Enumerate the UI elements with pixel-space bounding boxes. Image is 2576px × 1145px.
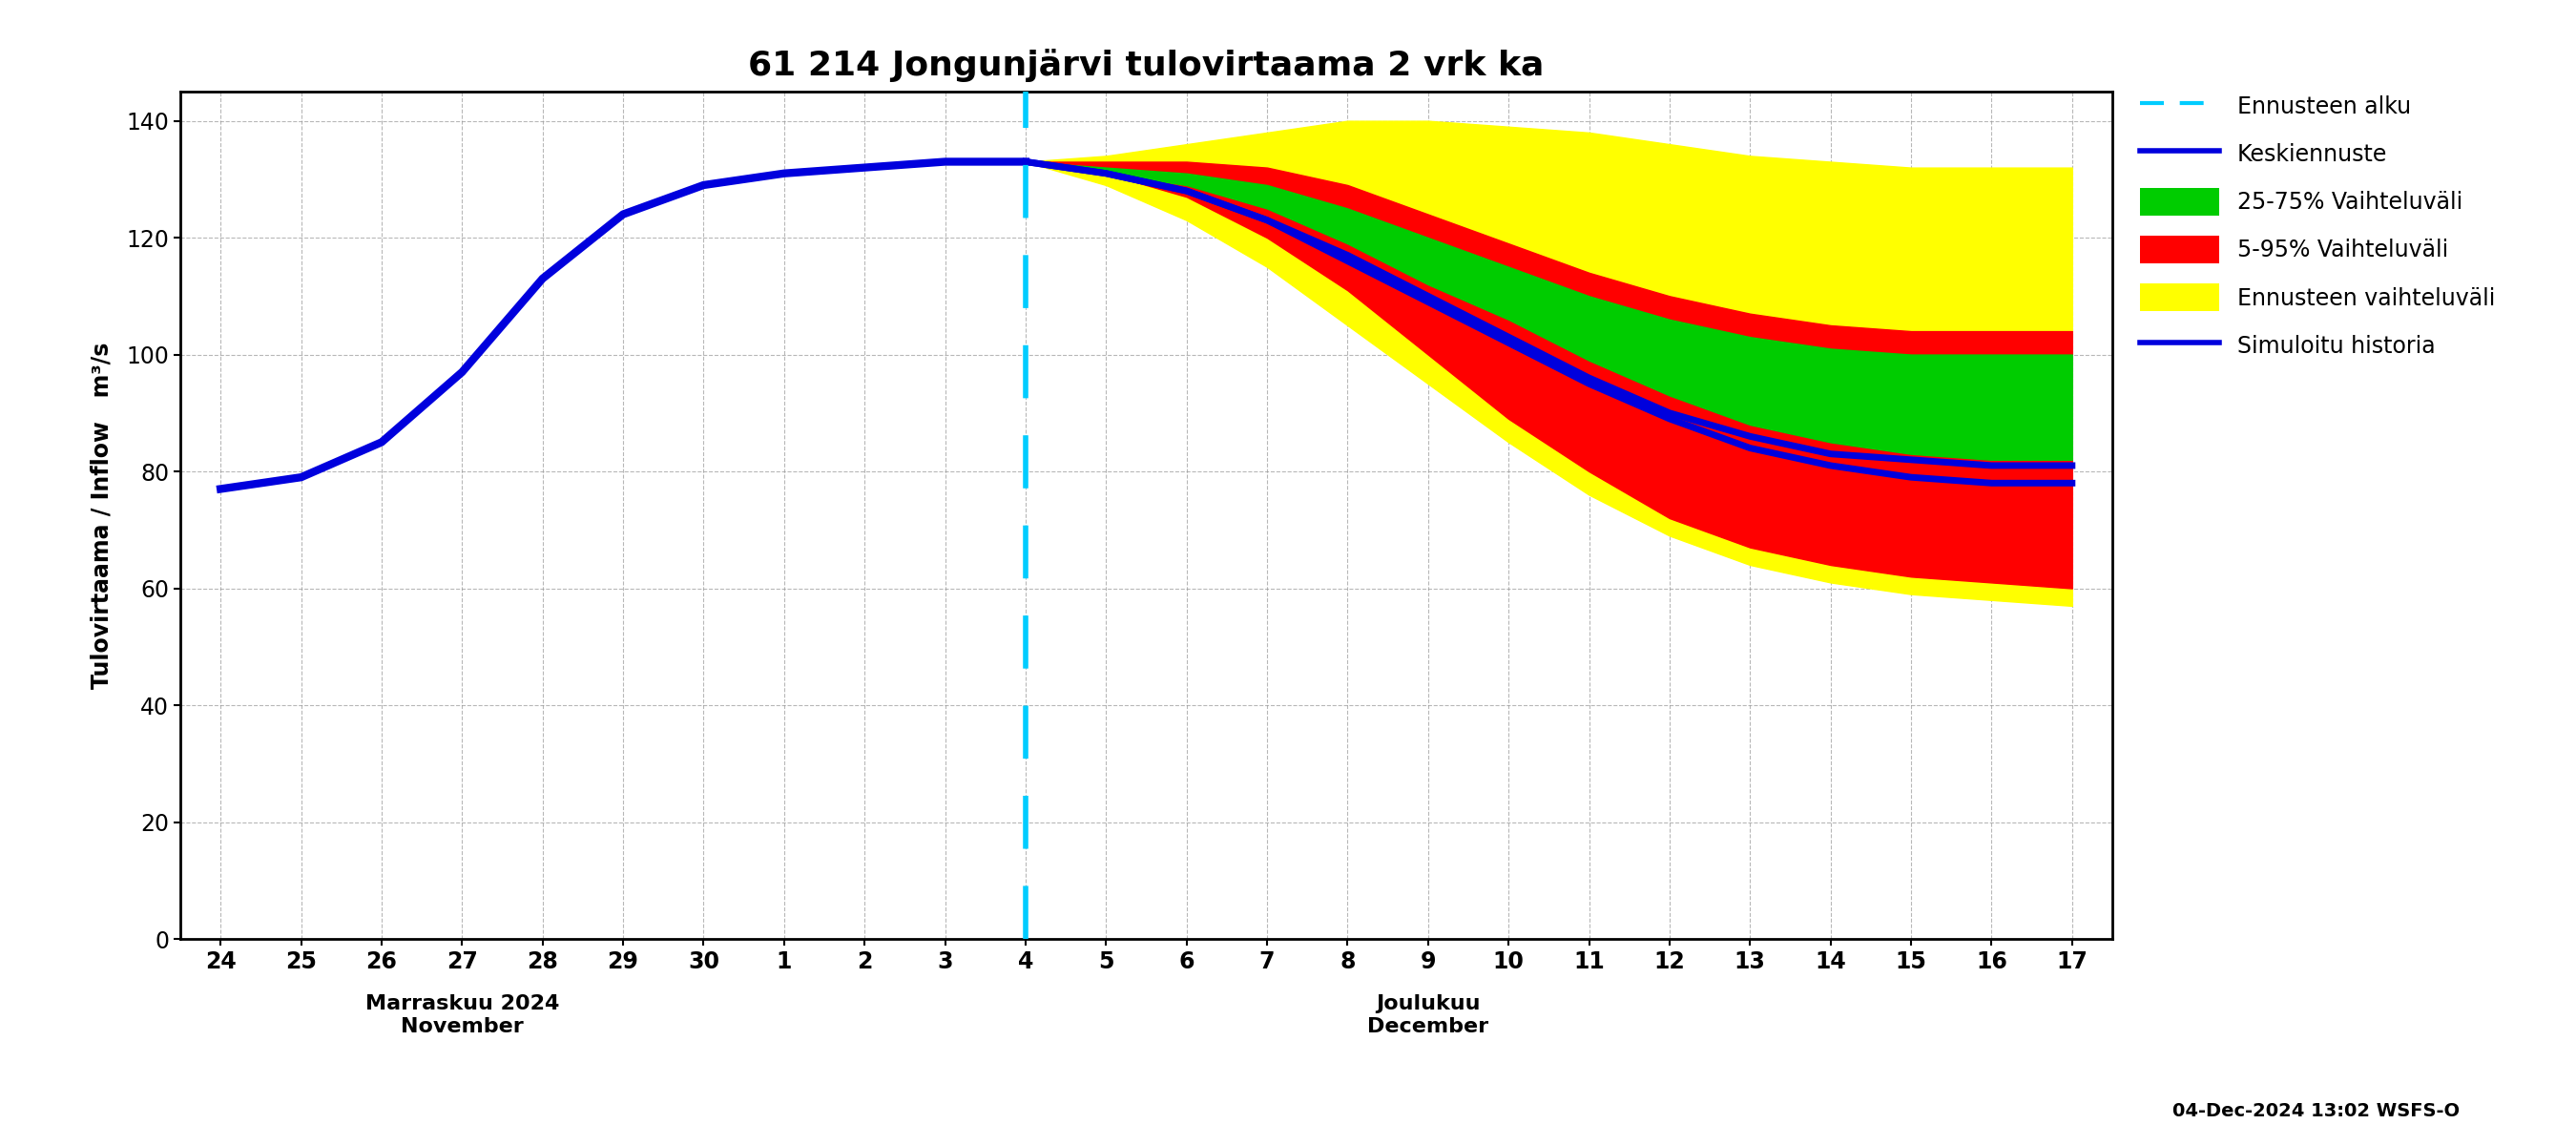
- Text: Joulukuu
December: Joulukuu December: [1368, 995, 1489, 1036]
- Text: 04-Dec-2024 13:02 WSFS-O: 04-Dec-2024 13:02 WSFS-O: [2172, 1101, 2460, 1120]
- Text: Marraskuu 2024
November: Marraskuu 2024 November: [366, 995, 559, 1036]
- Legend: Ennusteen alku, Keskiennuste, 25-75% Vaihteluväli, 5-95% Vaihteluväli, Ennusteen: Ennusteen alku, Keskiennuste, 25-75% Vai…: [2133, 86, 2501, 365]
- Title: 61 214 Jongunjärvi tulovirtaama 2 vrk ka: 61 214 Jongunjärvi tulovirtaama 2 vrk ka: [747, 49, 1546, 82]
- Y-axis label: Tulovirtaama / Inflow   m³/s: Tulovirtaama / Inflow m³/s: [90, 342, 113, 688]
